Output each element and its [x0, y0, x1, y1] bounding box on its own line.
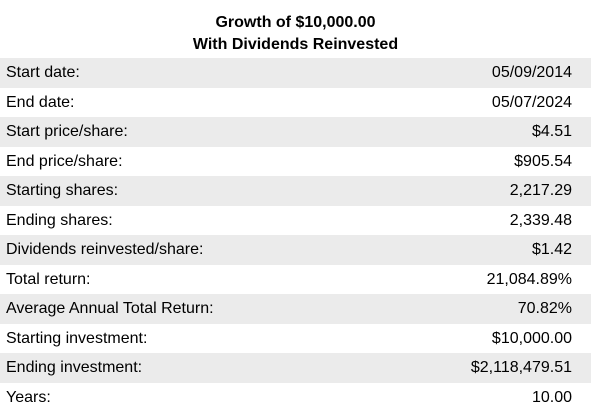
summary-title: Growth of $10,000.00 With Dividends Rein…	[0, 12, 591, 56]
row-label: Start price/share:	[0, 117, 296, 147]
row-value: 05/07/2024	[491, 93, 572, 111]
row-label: End price/share:	[6, 152, 123, 170]
table-row: End price/share: $905.54	[0, 147, 591, 177]
row-value: $905.54	[514, 152, 572, 170]
table-row: Average Annual Total Return: 70.82%	[0, 294, 591, 324]
row-value: $10,000.00	[491, 329, 572, 347]
table-row: Ending investment: $2,118,479.51	[0, 353, 591, 383]
row-label: Years:	[6, 388, 51, 406]
row-label: Ending investment:	[0, 353, 296, 383]
results-table: Start date: 05/09/2014 End date: 05/07/2…	[0, 58, 591, 412]
row-value: 70.82%	[295, 294, 591, 324]
row-value: $4.51	[295, 117, 591, 147]
row-label: Average Annual Total Return:	[0, 294, 296, 324]
row-label: Dividends reinvested/share:	[0, 235, 296, 265]
title-line-2: With Dividends Reinvested	[192, 36, 399, 53]
table-row: Starting shares: 2,217.29	[0, 176, 591, 206]
row-label: Total return:	[6, 270, 91, 288]
table-row: Total return: 21,084.89%	[0, 265, 591, 295]
row-label: Starting shares:	[0, 176, 296, 206]
row-label: Start date:	[0, 58, 296, 88]
row-label: Ending shares:	[6, 211, 113, 229]
row-value: 05/09/2014	[295, 58, 591, 88]
table-row: Years: 10.00	[0, 383, 591, 413]
row-value: 2,217.29	[295, 176, 591, 206]
row-label: Starting investment:	[6, 329, 148, 347]
table-row: Ending shares: 2,339.48	[0, 206, 591, 236]
table-row: End date: 05/07/2024	[0, 88, 591, 118]
row-value: $1.42	[295, 235, 591, 265]
row-value: 2,339.48	[509, 211, 572, 229]
row-value: 21,084.89%	[486, 270, 572, 288]
table-row: Start date: 05/09/2014	[0, 58, 591, 88]
title-line-1: Growth of $10,000.00	[215, 14, 376, 31]
table-row: Start price/share: $4.51	[0, 117, 591, 147]
table-row: Starting investment: $10,000.00	[0, 324, 591, 354]
row-label: End date:	[6, 93, 75, 111]
row-value: 10.00	[531, 388, 572, 406]
row-value: $2,118,479.51	[295, 353, 591, 383]
table-row: Dividends reinvested/share: $1.42	[0, 235, 591, 265]
